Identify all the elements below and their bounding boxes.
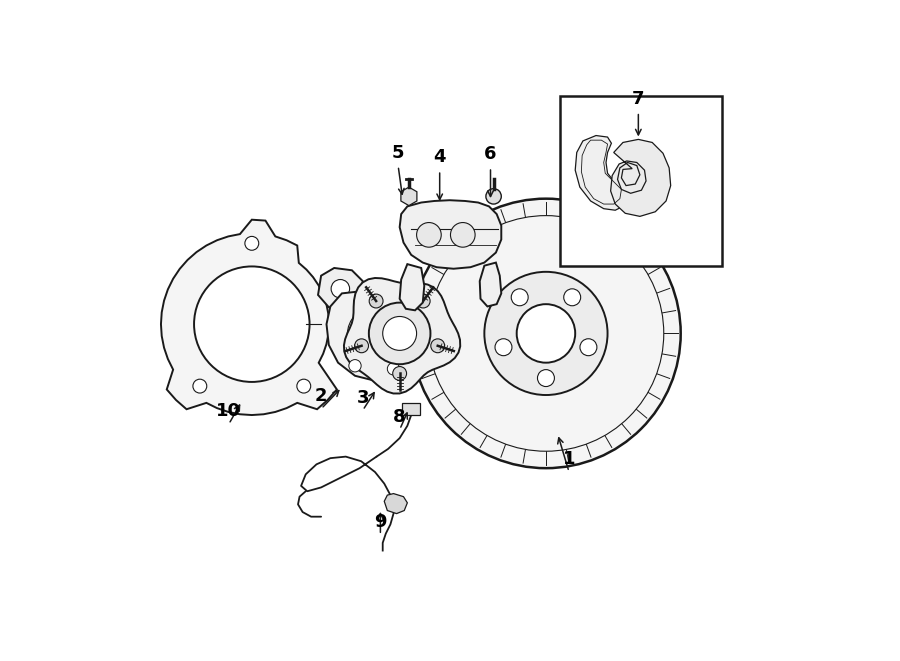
Circle shape <box>580 338 597 356</box>
Circle shape <box>411 199 680 468</box>
Polygon shape <box>344 278 460 393</box>
Circle shape <box>347 305 406 364</box>
Circle shape <box>355 339 368 353</box>
Circle shape <box>451 223 475 247</box>
Circle shape <box>537 369 554 387</box>
Circle shape <box>369 294 383 308</box>
Polygon shape <box>400 200 501 269</box>
Text: 8: 8 <box>393 408 406 426</box>
Text: 3: 3 <box>356 389 369 407</box>
Text: 10: 10 <box>216 403 241 420</box>
Circle shape <box>387 363 400 375</box>
Polygon shape <box>161 219 337 415</box>
Text: 7: 7 <box>632 90 644 108</box>
Text: 9: 9 <box>374 514 387 531</box>
Polygon shape <box>480 262 501 307</box>
Circle shape <box>369 303 430 364</box>
Circle shape <box>484 272 608 395</box>
Text: 1: 1 <box>562 450 575 468</box>
Circle shape <box>517 304 575 363</box>
Circle shape <box>417 223 441 247</box>
Circle shape <box>193 379 207 393</box>
Polygon shape <box>384 494 408 514</box>
Circle shape <box>194 266 310 382</box>
Circle shape <box>382 317 417 350</box>
Text: 6: 6 <box>484 145 497 163</box>
Circle shape <box>428 215 664 451</box>
Polygon shape <box>318 268 363 309</box>
Text: 5: 5 <box>392 143 404 162</box>
Polygon shape <box>400 264 424 310</box>
Polygon shape <box>575 136 626 210</box>
Polygon shape <box>327 291 429 381</box>
Circle shape <box>417 294 430 308</box>
Circle shape <box>495 338 512 356</box>
Text: 2: 2 <box>315 387 328 405</box>
Bar <box>560 97 722 266</box>
Circle shape <box>392 367 407 380</box>
Polygon shape <box>610 139 670 216</box>
Bar <box>402 403 420 415</box>
Circle shape <box>245 237 258 251</box>
Circle shape <box>486 188 501 204</box>
Circle shape <box>297 379 310 393</box>
Circle shape <box>511 289 528 306</box>
Text: 4: 4 <box>434 148 446 167</box>
Circle shape <box>431 339 445 353</box>
Circle shape <box>349 360 361 372</box>
Circle shape <box>563 289 580 306</box>
Circle shape <box>331 280 349 298</box>
